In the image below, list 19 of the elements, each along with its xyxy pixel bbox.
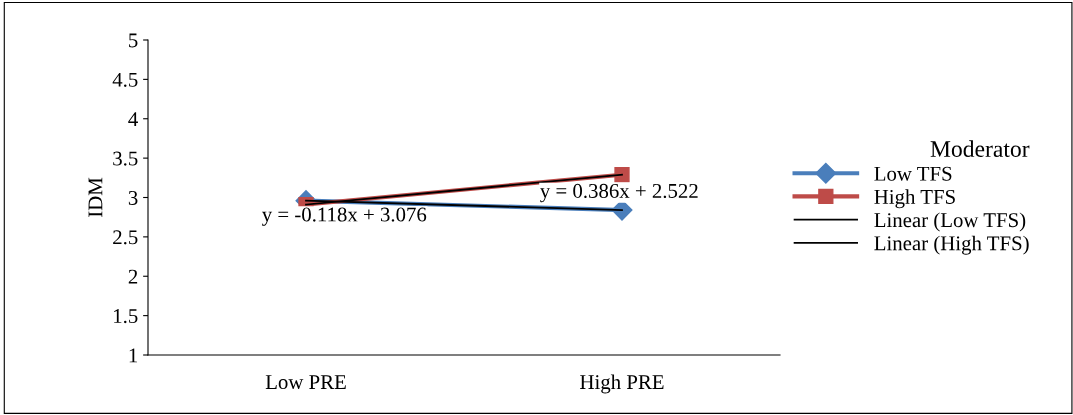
y-axis-title: IDM [88,177,103,217]
x-tick-label: Low PRE [265,375,346,390]
y-tick-label: 2 [128,269,138,284]
y-tick-label: 5 [129,33,138,48]
x-tick-label: High PRE [580,374,664,394]
y-tick-label: 3 [128,190,138,205]
y-tick-label: 4.5 [112,72,138,87]
y-tick-label: 2.5 [113,230,138,245]
y-tick-label: 3.5 [113,151,138,166]
annotation: y = -0.118x + 3.076 [262,207,427,226]
legend-label: Low TFS [874,166,952,181]
annotation: y = 0.386x + 2.522 [540,183,698,203]
y-tick-label: 1 [129,348,138,363]
legend-label: High TFS [874,189,955,209]
y-tick-label: 1.5 [114,309,138,324]
legend-title: Moderator [930,140,1030,157]
legend-label: Linear (Low TFS) [874,212,1026,232]
legend-label: Linear (High TFS) [874,235,1029,255]
y-tick-label: 4 [128,112,138,126]
